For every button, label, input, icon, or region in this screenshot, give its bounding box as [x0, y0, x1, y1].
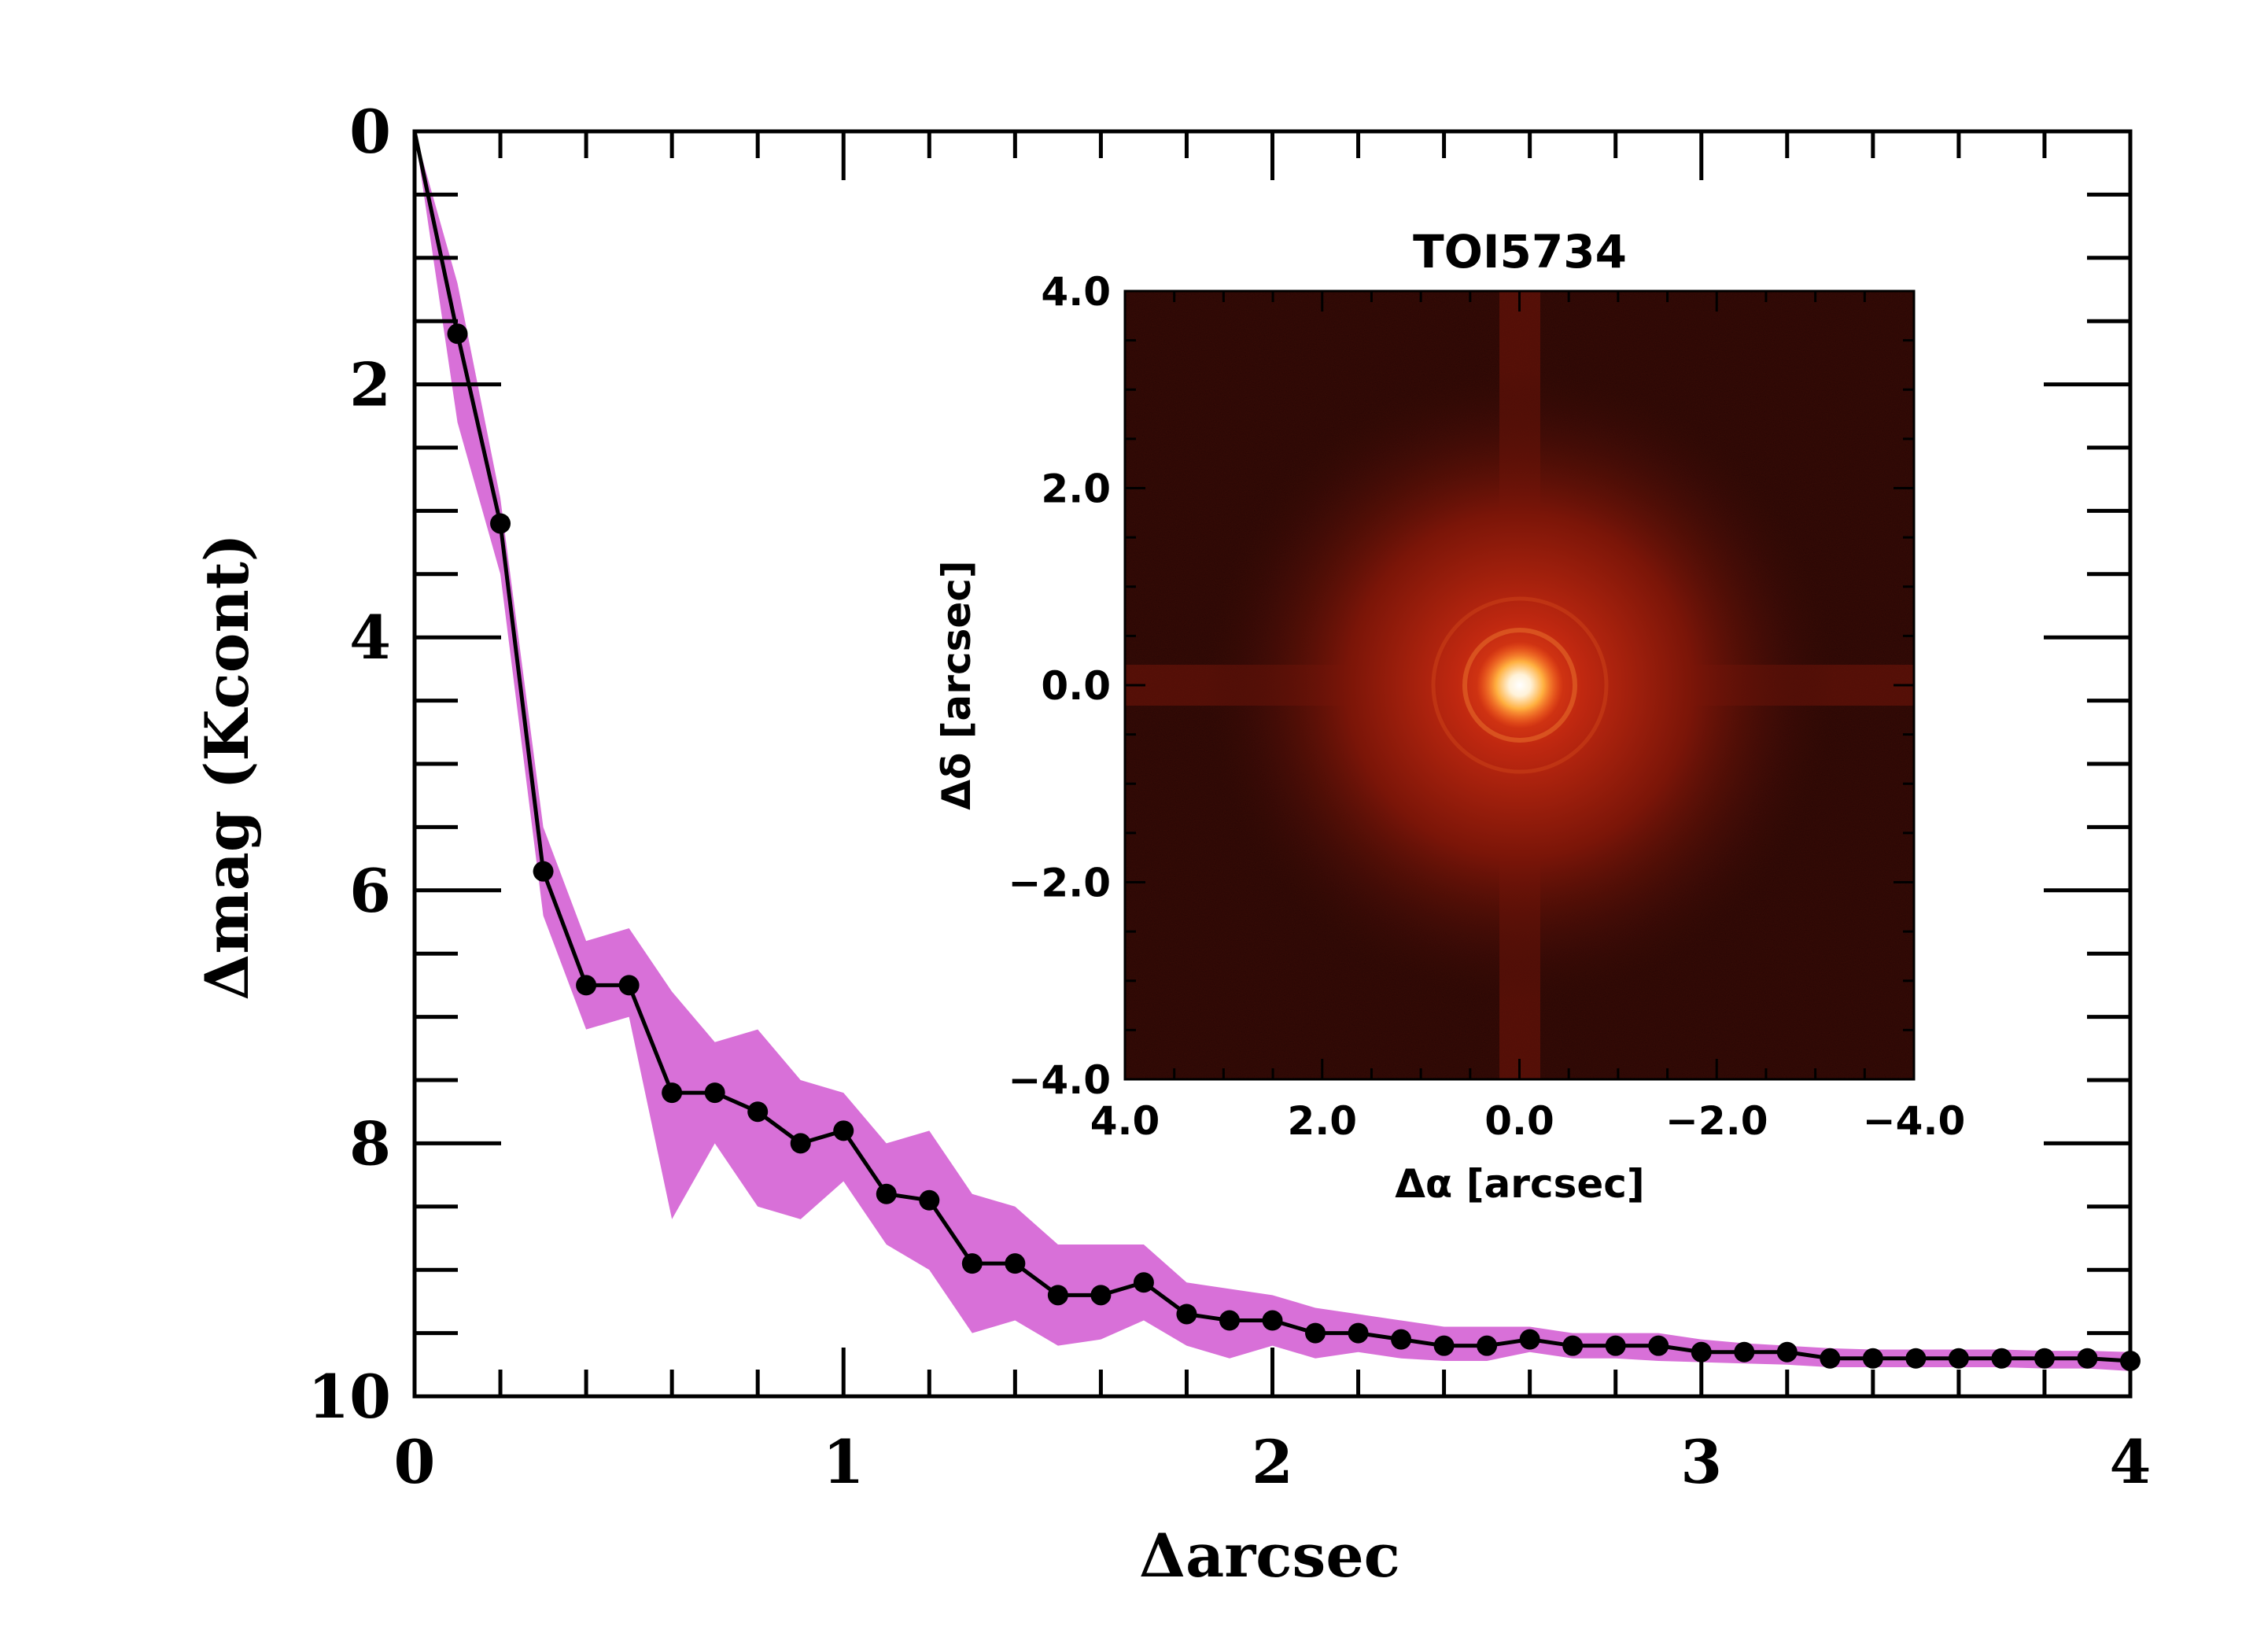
contrast-point	[2034, 1348, 2055, 1369]
inset-x-axis-title: Δα [arcsec]	[1395, 1161, 1645, 1207]
contrast-point	[1519, 1329, 1540, 1350]
main-x-tick-label: 2	[1252, 1427, 1293, 1497]
main-y-tick-label: 8	[349, 1108, 391, 1178]
contrast-point	[1948, 1348, 1969, 1369]
contrast-point	[1477, 1335, 1498, 1356]
main-y-tick-label: 2	[349, 350, 391, 420]
inset-title: TOI5734	[1413, 225, 1627, 278]
contrast-points-layer	[447, 323, 2141, 1371]
contrast-point	[533, 861, 554, 882]
contrast-point	[1219, 1310, 1240, 1331]
main-x-tick-label: 4	[2110, 1427, 2152, 1497]
inset-psf-core	[1477, 642, 1563, 728]
main-tick-labels: 0 1 2 3 4 0 2 4 6 8 10	[308, 97, 2151, 1497]
contrast-point	[833, 1120, 854, 1141]
main-y-tick-label: 4	[349, 603, 391, 673]
inset-tick-labels: 4.0 2.0 0.0 −2.0 −4.04.02.00.0−2.0−4.0	[1009, 269, 1966, 1144]
contrast-point	[1562, 1335, 1584, 1356]
contrast-point	[1433, 1335, 1455, 1356]
contrast-point	[876, 1183, 897, 1204]
contrast-point	[576, 975, 597, 996]
contrast-point	[747, 1101, 769, 1123]
inset-x-tick-label: 4.0	[1090, 1098, 1160, 1144]
contrast-point	[1391, 1329, 1412, 1350]
inset-y-tick-label: −4.0	[1009, 1057, 1111, 1103]
contrast-point	[1133, 1272, 1154, 1293]
contrast-point	[1905, 1348, 1927, 1369]
contrast-point	[1862, 1348, 1883, 1369]
contrast-point	[790, 1133, 811, 1154]
contrast-point	[704, 1082, 725, 1104]
inset-axes	[1123, 289, 1916, 1081]
inset-psf-ring	[1462, 628, 1577, 743]
main-x-axis-title: Δarcsec	[1139, 1521, 1400, 1591]
contrast-point	[662, 1082, 683, 1104]
contrast-point	[1090, 1285, 1112, 1306]
contrast-point	[1047, 1285, 1068, 1306]
inset-x-tick-label: 0.0	[1484, 1098, 1554, 1144]
contrast-point	[1648, 1335, 1669, 1356]
inset-image	[1125, 291, 1914, 1079]
contrast-point	[1262, 1310, 1283, 1331]
contrast-point	[961, 1253, 983, 1274]
inset-x-tick-label: 2.0	[1287, 1098, 1357, 1144]
contrast-point	[1820, 1348, 1841, 1369]
inset-y-tick-label: 0.0	[1041, 663, 1111, 709]
contrast-point	[1305, 1322, 1326, 1344]
main-y-tick-label: 0	[349, 97, 391, 167]
contrast-point	[1605, 1335, 1626, 1356]
main-x-tick-label: 1	[823, 1427, 865, 1497]
main-y-axis-title: Δmag (Kcont)	[192, 533, 262, 1001]
main-y-tick-label: 6	[349, 856, 391, 926]
inset-y-tick-label: −2.0	[1009, 861, 1111, 906]
contrast-point	[1176, 1304, 1197, 1325]
inset-x-tick-label: −2.0	[1665, 1098, 1768, 1144]
inset-y-tick-label: 2.0	[1041, 466, 1111, 512]
inset-y-axis-title: Δδ [arcsec]	[934, 560, 979, 810]
contrast-point	[1348, 1322, 1369, 1344]
contrast-point	[1991, 1348, 2012, 1369]
inset-psf-ring-outer	[1431, 596, 1609, 774]
contrast-point	[1734, 1341, 1755, 1363]
contrast-point	[490, 513, 511, 534]
main-x-tick-label: 0	[394, 1427, 436, 1497]
contrast-point	[1776, 1341, 1798, 1363]
inset-x-tick-label: −4.0	[1863, 1098, 1965, 1144]
main-y-tick-label: 10	[308, 1362, 391, 1432]
contrast-point	[618, 975, 640, 996]
main-x-tick-label: 3	[1680, 1427, 1722, 1497]
main-axes	[412, 129, 2133, 1399]
contrast-point	[447, 323, 468, 345]
contrast-point	[1005, 1253, 1026, 1274]
inset-y-tick-label: 4.0	[1041, 269, 1111, 315]
contrast-point	[2077, 1348, 2098, 1369]
contrast-point	[919, 1189, 940, 1211]
